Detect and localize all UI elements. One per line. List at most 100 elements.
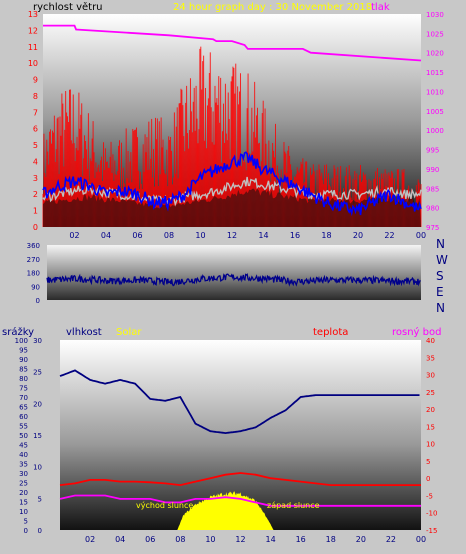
temp-tick-label-9: 30 [426, 372, 435, 380]
dir-label-e: E [436, 285, 444, 299]
rain-tick-label-6: 30 [19, 470, 28, 478]
x-tick-label-bottom-5: 12 [235, 535, 245, 544]
temp-tick-label-7: 20 [426, 406, 435, 414]
x-tick-label-bottom-3: 08 [175, 535, 185, 544]
x-tick-label-bottom-1: 04 [115, 535, 125, 544]
x-tick-label-top-3: 08 [164, 231, 174, 240]
wind-tick-label-13: 13 [28, 10, 38, 19]
wind-speed-label: rychlost větru [33, 1, 103, 13]
humidity-tick-label-5: 25 [33, 369, 42, 377]
solar-label: Solar [116, 327, 142, 338]
rain-tick-label-16: 80 [19, 375, 28, 383]
pressure-tick-label-8: 1015 [426, 69, 444, 77]
temp-tick-label-6: 15 [426, 423, 435, 431]
dew-point-line [59, 494, 421, 507]
x-tick-label-bottom-0: 02 [85, 535, 95, 544]
rain-tick-label-19: 95 [19, 347, 28, 355]
dir-label-s: S [436, 269, 444, 283]
sunset-annotation: západ slunce [267, 501, 320, 510]
temp-tick-label-8: 25 [426, 389, 435, 397]
wind-tick-label-7: 7 [33, 108, 38, 117]
wind-tick-label-9: 9 [33, 76, 38, 85]
pressure-tick-label-4: 995 [426, 147, 439, 155]
temp-tick-label-10: 35 [426, 354, 435, 362]
rain-tick-label-14: 70 [19, 394, 28, 402]
x-tick-label-bottom-10: 22 [386, 535, 396, 544]
chart-marks: 0123456789101112139759809859909951000100… [15, 10, 444, 544]
wind-tick-label-11: 11 [28, 43, 38, 52]
x-tick-label-bottom-8: 18 [326, 535, 336, 544]
rain-tick-label-18: 90 [19, 356, 28, 364]
x-tick-label-bottom-9: 20 [356, 535, 366, 544]
pressure-tick-label-3: 990 [426, 166, 439, 174]
x-tick-label-bottom-2: 06 [145, 535, 155, 544]
rain-tick-label-20: 100 [15, 337, 28, 345]
x-tick-label-bottom-6: 14 [265, 535, 275, 544]
wind-tick-label-8: 8 [33, 92, 38, 101]
temp-tick-label-4: 5 [426, 458, 430, 466]
humidity-tick-label-2: 10 [33, 464, 42, 472]
rain-tick-label-3: 15 [19, 499, 28, 507]
rain-tick-label-1: 5 [24, 518, 28, 526]
x-tick-label-top-2: 06 [132, 231, 142, 240]
rain-tick-label-8: 40 [19, 451, 28, 459]
chart-title: 24 hour graph day : 30 November 2018 [173, 2, 372, 13]
wind-min-line [42, 176, 422, 207]
x-tick-label-top-0: 02 [69, 231, 79, 240]
temperature-label: teplota [313, 327, 348, 338]
x-tick-label-top-4: 10 [195, 231, 205, 240]
humidity-line [59, 369, 420, 435]
temp-tick-label-0: -15 [426, 527, 437, 535]
pressure-tick-label-2: 985 [426, 185, 439, 193]
wind-tick-label-2: 2 [33, 190, 38, 199]
x-tick-label-bottom-7: 16 [296, 535, 306, 544]
dir-label-n-top: N [436, 237, 445, 251]
x-tick-label-top-1: 04 [101, 231, 111, 240]
x-tick-label-top-10: 22 [384, 231, 394, 240]
pressure-tick-label-6: 1005 [426, 108, 444, 116]
rain-tick-label-10: 50 [19, 432, 28, 440]
rain-tick-label-17: 85 [19, 366, 28, 374]
temperature-line [59, 472, 421, 487]
humidity-tick-label-4: 20 [33, 400, 42, 408]
rain-tick-label-4: 20 [19, 489, 28, 497]
x-tick-label-top-11: 00 [416, 231, 426, 240]
wind-tick-label-3: 3 [33, 174, 38, 183]
wind-tick-label-10: 10 [28, 59, 38, 68]
wind-direction-line [46, 273, 421, 287]
pressure-tick-label-9: 1020 [426, 50, 444, 58]
temp-tick-label-2: -5 [426, 492, 433, 500]
rain-tick-label-7: 35 [19, 461, 28, 469]
pressure-tick-label-11: 1030 [426, 11, 444, 19]
pressure-tick-label-7: 1010 [426, 88, 444, 96]
rain-label: srážky [2, 326, 34, 338]
pressure-line [43, 24, 422, 62]
direction-tick-label-3: 270 [27, 256, 40, 264]
humidity-tick-label-6: 30 [33, 337, 42, 345]
pressure-tick-label-1: 980 [426, 205, 439, 213]
wind-tick-label-4: 4 [33, 157, 38, 166]
x-tick-label-top-8: 18 [321, 231, 331, 240]
rain-tick-label-2: 10 [19, 508, 28, 516]
x-tick-label-top-7: 16 [290, 231, 300, 240]
wind-avg-line [42, 151, 422, 217]
direction-tick-label-4: 360 [27, 242, 40, 250]
direction-tick-label-0: 0 [36, 297, 40, 305]
rain-tick-label-12: 60 [19, 413, 28, 421]
wind-low-band [43, 188, 421, 227]
pressure-tick-label-10: 1025 [426, 30, 444, 38]
rain-tick-label-9: 45 [19, 442, 28, 450]
direction-tick-label-1: 90 [31, 283, 40, 291]
wind-tick-label-12: 12 [28, 26, 38, 35]
x-tick-label-bottom-4: 10 [205, 535, 215, 544]
pressure-label: tlak [371, 2, 390, 13]
x-tick-label-top-5: 12 [227, 231, 237, 240]
direction-tick-label-2: 180 [27, 270, 40, 278]
humidity-tick-label-1: 5 [38, 495, 42, 503]
x-tick-label-bottom-11: 00 [416, 535, 426, 544]
x-tick-label-top-9: 20 [353, 231, 363, 240]
temp-tick-label-11: 40 [426, 337, 435, 345]
rain-tick-label-11: 55 [19, 423, 28, 431]
x-tick-label-top-6: 14 [258, 231, 268, 240]
